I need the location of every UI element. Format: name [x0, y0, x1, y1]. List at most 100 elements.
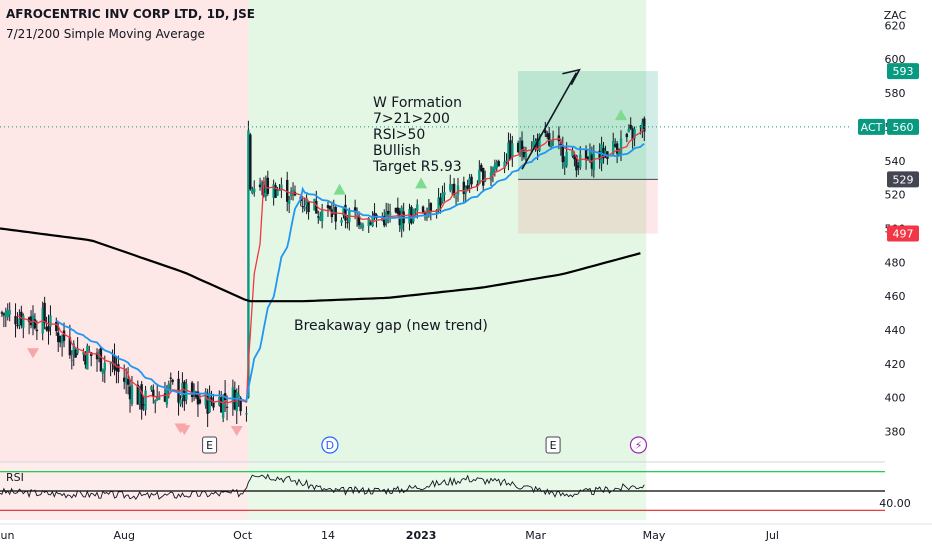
- candle-body: [190, 382, 194, 398]
- event-marker-E[interactable]: E: [202, 436, 218, 454]
- event-badge[interactable]: [545, 436, 561, 454]
- candle-body: [4, 311, 8, 317]
- event-label: E: [550, 439, 557, 452]
- candle-body: [549, 140, 553, 148]
- candle-body: [421, 206, 425, 213]
- candle-body: [604, 150, 607, 155]
- candle-body: [152, 389, 155, 397]
- candle-body: [123, 377, 126, 382]
- candle-body: [303, 207, 306, 209]
- candle-body: [169, 377, 172, 379]
- candle-body: [386, 210, 390, 215]
- candle-body: [55, 321, 58, 332]
- candle-body: [142, 404, 145, 406]
- candle-body: [449, 184, 452, 191]
- candle-body: [6, 310, 9, 318]
- candle-body: [35, 329, 39, 332]
- candle-body: [253, 188, 256, 192]
- candle-body: [103, 362, 106, 371]
- x-tick-label: 14: [321, 529, 335, 542]
- candle-body: [251, 190, 254, 194]
- indicator-label[interactable]: 7/21/200 Simple Moving Average: [6, 27, 205, 41]
- candle-body: [532, 141, 535, 148]
- candle-body: [575, 155, 578, 171]
- target-price-tag-box: [887, 63, 919, 80]
- candle-body: [559, 143, 563, 146]
- candle-body: [47, 326, 50, 332]
- candle-body: [629, 124, 632, 129]
- candle-body: [249, 134, 252, 190]
- y-tick-label: 440: [885, 324, 906, 337]
- trend-arrow[interactable]: [521, 72, 578, 170]
- candle-body: [231, 387, 235, 404]
- candle-body: [49, 315, 52, 327]
- candle-body: [204, 391, 207, 406]
- candle-body: [470, 176, 473, 185]
- event-badge[interactable]: [202, 436, 218, 454]
- target-price-tag-label: 593: [893, 65, 914, 78]
- candle-body: [301, 206, 304, 208]
- candle-body: [128, 386, 132, 400]
- candle-body: [534, 140, 537, 145]
- event-marker-split[interactable]: ⚡: [629, 436, 648, 454]
- candle-body: [633, 128, 636, 139]
- candle-body: [612, 140, 615, 155]
- candle-body: [507, 142, 510, 161]
- candle-body: [163, 393, 167, 402]
- candle-body: [536, 138, 539, 151]
- y-tick-label: 580: [885, 87, 906, 100]
- buy-signal-marker[interactable]: [333, 183, 346, 195]
- candle-body: [124, 378, 128, 384]
- event-marker-D[interactable]: D: [321, 436, 339, 454]
- buy-signal-marker[interactable]: [615, 109, 628, 121]
- candle-body: [315, 200, 318, 214]
- event-badge[interactable]: [321, 436, 339, 454]
- candle-body: [437, 197, 440, 211]
- candle-body: [441, 192, 444, 203]
- candle-body: [144, 390, 147, 410]
- sell-signal-marker[interactable]: [230, 426, 243, 436]
- y-tick-label: 520: [885, 189, 906, 202]
- candle-body: [361, 224, 365, 229]
- sell-signal-marker[interactable]: [26, 348, 39, 359]
- sell-signal-marker[interactable]: [178, 425, 191, 436]
- candle-body: [482, 167, 485, 186]
- candle-body: [43, 302, 46, 324]
- candle-body: [577, 165, 580, 168]
- annotation-line: RSI>50: [373, 127, 426, 143]
- candle-body: [14, 316, 17, 325]
- candle-body: [62, 330, 66, 341]
- current-price-tag-label: 560: [893, 121, 914, 134]
- candle-body: [326, 205, 330, 208]
- candle-body: [598, 150, 601, 160]
- candle-body: [150, 386, 153, 390]
- buy-signal-marker[interactable]: [415, 177, 428, 189]
- candle-body: [412, 208, 415, 222]
- candle-body: [274, 185, 277, 198]
- candle-body: [524, 153, 528, 158]
- act-tag-box: [858, 118, 885, 135]
- candle-body: [305, 198, 308, 206]
- candle-body: [546, 133, 549, 138]
- position-loss-zone[interactable]: [518, 179, 658, 234]
- candle-body: [334, 206, 337, 222]
- y-tick-label: 620: [885, 19, 906, 32]
- candle-body: [342, 208, 345, 216]
- event-marker-E[interactable]: E: [545, 436, 561, 454]
- candle-body: [239, 397, 242, 412]
- candle-body: [167, 383, 171, 390]
- candle-body: [493, 165, 497, 170]
- x-tick-label: 2023: [406, 529, 437, 542]
- candle-body: [126, 379, 130, 385]
- candle-body: [520, 140, 524, 152]
- candle-body: [641, 122, 644, 130]
- event-badge[interactable]: [629, 436, 648, 454]
- position-profit-zone[interactable]: [518, 71, 658, 180]
- candle-body: [602, 147, 605, 159]
- sma-21-line: [55, 143, 645, 403]
- rsi-level-label: 40.00: [879, 497, 911, 510]
- candle-body: [396, 207, 400, 214]
- candle-body: [388, 212, 392, 216]
- candle-body: [462, 181, 466, 195]
